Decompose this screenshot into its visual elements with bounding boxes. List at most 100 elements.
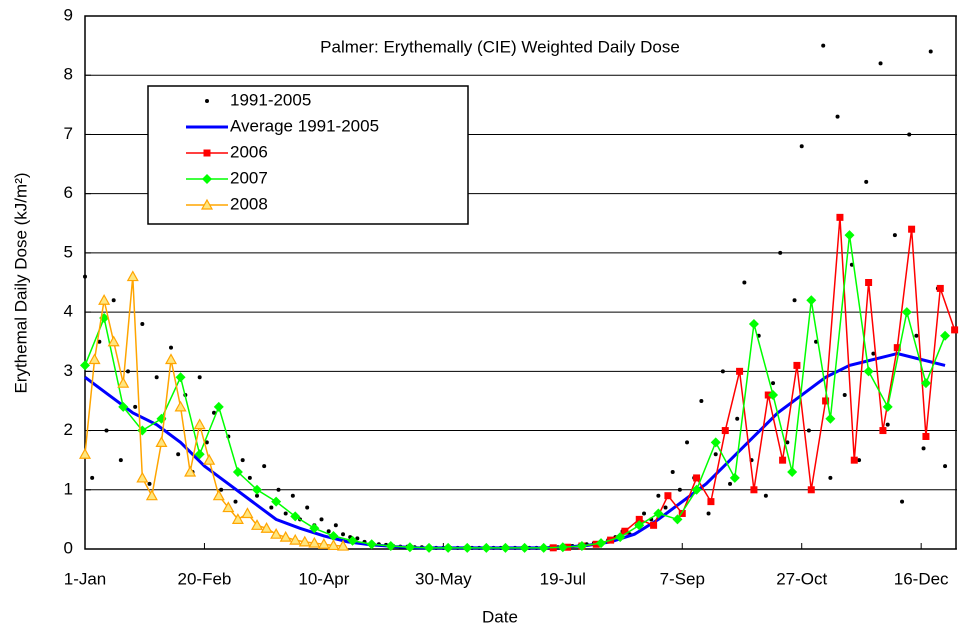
- point: [742, 280, 747, 285]
- point: [194, 449, 205, 460]
- point: [204, 440, 209, 445]
- chart-title: Palmer: Erythemally (CIE) Weighted Daily…: [320, 37, 680, 56]
- point: [635, 515, 643, 523]
- point: [721, 427, 729, 435]
- point: [136, 471, 149, 483]
- x-tick-label: 27-Oct: [776, 569, 827, 588]
- point: [270, 527, 283, 539]
- point: [241, 507, 254, 519]
- point: [481, 542, 492, 553]
- point: [693, 474, 701, 482]
- point: [328, 530, 339, 541]
- point: [863, 366, 874, 377]
- point: [779, 456, 787, 464]
- point: [290, 511, 301, 522]
- series: [84, 352, 946, 550]
- point: [111, 298, 116, 303]
- point: [341, 532, 346, 537]
- point: [98, 294, 111, 305]
- y-tick-label: 7: [64, 124, 73, 143]
- point: [309, 523, 320, 534]
- series: [549, 213, 959, 552]
- point: [664, 492, 672, 500]
- series-line: [84, 276, 344, 547]
- point: [857, 458, 862, 463]
- point: [677, 487, 682, 492]
- point: [78, 448, 92, 459]
- point: [642, 511, 647, 516]
- point: [298, 535, 311, 547]
- point: [366, 539, 377, 550]
- point: [83, 274, 87, 279]
- point: [347, 535, 358, 546]
- point: [107, 335, 120, 347]
- point: [914, 333, 919, 338]
- point: [710, 437, 721, 448]
- point: [822, 397, 830, 405]
- legend-item: 2008: [186, 194, 268, 213]
- point: [928, 49, 933, 54]
- legend-marker: [203, 149, 211, 157]
- y-tick-label: 2: [64, 420, 73, 439]
- point: [118, 401, 129, 412]
- legend-item: 1991-2005: [205, 90, 311, 109]
- y-tick-label: 9: [64, 5, 73, 24]
- point: [290, 493, 295, 498]
- point: [865, 279, 873, 286]
- point: [728, 481, 733, 486]
- point: [424, 542, 435, 553]
- point: [650, 521, 658, 529]
- point: [90, 475, 95, 480]
- legend-label: 2007: [230, 168, 268, 187]
- series-line: [84, 352, 946, 550]
- point: [842, 393, 847, 398]
- point: [907, 132, 912, 137]
- y-axis-label: Erythemal Daily Dose (kJ/m²): [11, 172, 30, 393]
- legend-label: Average 1991-2005: [230, 116, 379, 135]
- point: [940, 330, 951, 341]
- point: [404, 542, 415, 553]
- point: [735, 416, 740, 421]
- point: [80, 360, 90, 371]
- point: [835, 114, 840, 119]
- point: [763, 493, 768, 498]
- point: [936, 284, 944, 292]
- point: [943, 464, 948, 469]
- point: [921, 446, 926, 451]
- x-tick-label: 20-Feb: [178, 569, 232, 588]
- point: [707, 498, 715, 506]
- point: [317, 538, 330, 549]
- point: [175, 372, 186, 383]
- point: [729, 472, 740, 483]
- point: [828, 475, 833, 480]
- point: [792, 298, 797, 303]
- point: [799, 144, 804, 149]
- point: [850, 456, 858, 464]
- point: [825, 413, 836, 424]
- x-tick-label: 10-Apr: [298, 569, 349, 588]
- legend-item: 2006: [186, 142, 268, 161]
- point: [720, 369, 725, 374]
- point: [233, 499, 238, 504]
- point: [212, 489, 225, 501]
- point: [117, 376, 130, 388]
- point: [879, 427, 887, 435]
- point: [250, 519, 264, 530]
- point: [691, 484, 702, 495]
- point: [147, 481, 152, 486]
- point: [621, 527, 629, 535]
- point: [176, 452, 181, 457]
- point: [336, 539, 350, 551]
- point: [806, 295, 817, 306]
- point: [126, 369, 131, 374]
- point: [197, 375, 202, 380]
- y-tick-label: 1: [64, 479, 73, 498]
- point: [155, 436, 168, 447]
- point: [222, 501, 235, 513]
- point: [713, 452, 718, 457]
- y-tick-label: 5: [64, 242, 73, 261]
- point: [500, 542, 511, 553]
- point: [951, 326, 959, 334]
- point: [878, 61, 883, 66]
